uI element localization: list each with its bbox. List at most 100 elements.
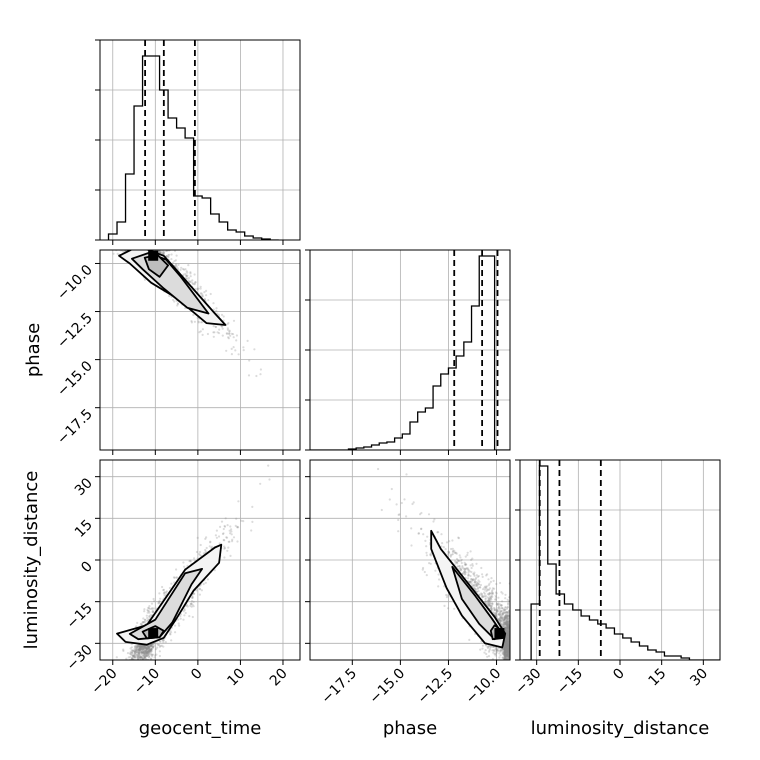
- sample-point: [506, 632, 509, 635]
- sample-point: [507, 624, 510, 627]
- sample-point: [507, 648, 510, 651]
- sample-point: [147, 607, 150, 610]
- sample-point: [144, 618, 147, 622]
- sample-point: [145, 650, 148, 654]
- sample-point: [205, 294, 208, 297]
- sample-point: [129, 664, 131, 666]
- sample-point: [142, 651, 145, 654]
- sample-point: [234, 349, 237, 352]
- sample-point: [129, 667, 131, 669]
- sample-point: [145, 614, 148, 617]
- sample-point: [148, 654, 151, 657]
- sample-point: [470, 578, 473, 581]
- sample-point: [148, 652, 151, 655]
- sample-point: [223, 524, 226, 528]
- sample-point: [504, 641, 507, 645]
- sample-point: [209, 541, 212, 544]
- sample-point: [122, 649, 125, 653]
- sample-point: [137, 651, 140, 655]
- sample-point: [124, 682, 126, 684]
- sample-point: [507, 645, 510, 648]
- sample-point: [499, 616, 502, 619]
- sample-point: [219, 525, 222, 529]
- sample-point: [206, 332, 209, 336]
- sample-point: [161, 639, 164, 642]
- sample-point: [137, 644, 140, 648]
- sample-point: [509, 664, 511, 666]
- y-tick-label: −15: [64, 600, 96, 632]
- sample-point: [173, 260, 176, 263]
- sample-point: [502, 619, 505, 622]
- sample-point: [223, 525, 227, 528]
- sample-point: [504, 672, 506, 674]
- sample-point: [170, 258, 173, 261]
- sample-point: [501, 652, 504, 655]
- sample-point: [467, 574, 470, 577]
- sample-point: [503, 651, 506, 655]
- sample-point: [222, 538, 225, 542]
- sample-point: [143, 278, 147, 281]
- sample-point: [130, 657, 133, 660]
- sample-point: [148, 610, 151, 613]
- sample-point: [138, 655, 141, 658]
- sample-point: [488, 598, 491, 601]
- sample-point: [162, 589, 165, 592]
- sample-point: [508, 668, 510, 670]
- sample-point: [162, 251, 165, 254]
- sample-point: [137, 649, 141, 652]
- sample-point: [176, 303, 180, 306]
- sample-point: [225, 536, 229, 539]
- sample-point: [174, 264, 178, 267]
- sample-point: [197, 320, 200, 323]
- sample-point: [146, 619, 149, 622]
- sample-point: [192, 605, 195, 608]
- sample-point: [134, 668, 136, 670]
- sample-point: [508, 670, 510, 672]
- sample-point: [131, 649, 134, 652]
- sample-point: [138, 650, 141, 653]
- sample-point: [150, 648, 153, 652]
- sample-point: [130, 651, 133, 654]
- sample-point: [179, 268, 182, 271]
- sample-point: [133, 671, 135, 673]
- sample-point: [140, 644, 143, 647]
- sample-point: [140, 655, 143, 659]
- sample-point: [481, 594, 484, 598]
- sample-point: [218, 328, 221, 331]
- sample-point: [138, 669, 140, 671]
- sample-point: [146, 647, 149, 650]
- sample-point: [424, 539, 427, 543]
- sample-point: [212, 331, 215, 334]
- sample-point: [479, 648, 482, 651]
- sample-point: [139, 655, 142, 658]
- sample-point: [209, 292, 212, 296]
- sample-point: [507, 655, 510, 658]
- sample-point: [145, 653, 148, 656]
- sample-point: [481, 644, 484, 647]
- sample-point: [149, 644, 152, 647]
- sample-point: [145, 648, 148, 651]
- histogram-marks: [310, 250, 510, 450]
- sample-point: [162, 592, 165, 595]
- sample-point: [140, 651, 143, 654]
- sample-point: [159, 251, 162, 254]
- sample-point: [146, 650, 149, 653]
- sample-point: [139, 645, 142, 648]
- sample-point: [218, 542, 221, 545]
- sample-point: [150, 646, 154, 650]
- sample-point: [507, 647, 510, 650]
- sample-point: [142, 617, 145, 620]
- sample-point: [506, 635, 509, 639]
- y-tick-label: 0: [78, 559, 96, 577]
- sample-point: [141, 656, 144, 659]
- sample-point: [227, 321, 230, 325]
- sample-point: [132, 654, 135, 657]
- sample-point: [149, 607, 152, 611]
- sample-point: [143, 656, 146, 659]
- sample-point: [507, 647, 510, 650]
- sample-point: [144, 650, 147, 653]
- sample-point: [210, 546, 213, 549]
- sample-point: [227, 337, 230, 340]
- sample-point: [419, 513, 422, 516]
- x-tick-label: 10: [224, 666, 248, 690]
